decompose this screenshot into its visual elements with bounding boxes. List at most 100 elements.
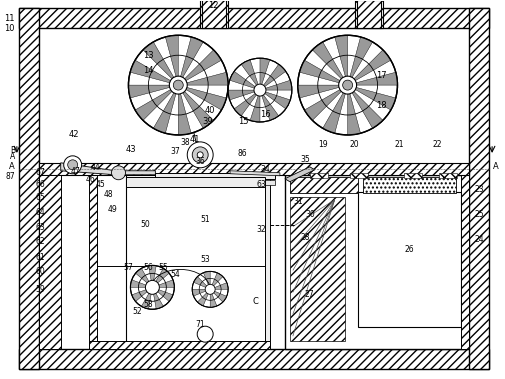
Text: 39: 39 <box>202 117 213 127</box>
Wedge shape <box>153 287 163 309</box>
Text: 55: 55 <box>159 263 168 272</box>
Text: 25: 25 <box>474 210 484 219</box>
Bar <box>88 341 270 349</box>
Circle shape <box>68 160 78 170</box>
Wedge shape <box>193 277 210 289</box>
Text: 18: 18 <box>377 100 387 110</box>
Wedge shape <box>154 85 178 133</box>
Text: 24: 24 <box>474 235 484 244</box>
Wedge shape <box>260 90 279 121</box>
Wedge shape <box>210 283 228 289</box>
Bar <box>290 177 358 193</box>
Text: 48: 48 <box>104 190 113 199</box>
Text: 45: 45 <box>95 180 106 189</box>
Wedge shape <box>197 289 210 306</box>
Circle shape <box>228 58 292 122</box>
Wedge shape <box>260 80 292 90</box>
Bar <box>358 192 461 327</box>
Text: 28: 28 <box>300 233 310 242</box>
Wedge shape <box>178 50 221 85</box>
Text: 65: 65 <box>35 193 45 202</box>
Text: 63: 63 <box>35 223 45 232</box>
Wedge shape <box>178 72 228 85</box>
Circle shape <box>128 35 228 135</box>
Polygon shape <box>61 163 156 175</box>
Bar <box>126 177 265 187</box>
Text: 60: 60 <box>35 267 45 276</box>
Wedge shape <box>148 265 156 287</box>
Bar <box>19 8 489 28</box>
Text: 35: 35 <box>300 155 310 164</box>
Text: 59: 59 <box>35 285 45 294</box>
Bar <box>156 180 275 185</box>
Bar <box>310 173 328 178</box>
Wedge shape <box>153 268 169 287</box>
Text: 38: 38 <box>180 138 190 147</box>
Bar <box>88 175 96 349</box>
Text: 42: 42 <box>68 130 79 139</box>
Polygon shape <box>285 167 315 182</box>
Wedge shape <box>135 85 178 120</box>
Text: 46: 46 <box>86 175 95 184</box>
Wedge shape <box>210 289 227 302</box>
Wedge shape <box>130 280 153 287</box>
Circle shape <box>339 76 357 94</box>
Text: 52: 52 <box>133 307 142 316</box>
Text: 86: 86 <box>237 149 247 158</box>
Wedge shape <box>347 85 383 128</box>
Text: 26: 26 <box>405 245 414 254</box>
Text: 47: 47 <box>71 167 80 176</box>
Bar <box>39 28 469 349</box>
Text: C: C <box>252 297 258 306</box>
Text: 51: 51 <box>200 215 210 224</box>
Circle shape <box>130 265 174 309</box>
Wedge shape <box>178 85 214 128</box>
Circle shape <box>197 326 213 342</box>
Text: 44: 44 <box>91 163 100 172</box>
Circle shape <box>112 166 125 180</box>
Text: 13: 13 <box>143 51 154 60</box>
Bar <box>156 173 275 179</box>
Bar <box>363 177 456 193</box>
Wedge shape <box>132 287 153 301</box>
Wedge shape <box>141 287 153 309</box>
Text: 49: 49 <box>108 205 117 214</box>
Polygon shape <box>226 77 230 98</box>
Bar <box>96 175 265 341</box>
Wedge shape <box>299 60 347 85</box>
Wedge shape <box>347 85 396 110</box>
Text: A: A <box>10 152 15 161</box>
Bar <box>290 197 344 341</box>
Text: 58: 58 <box>143 300 153 309</box>
Text: 57: 57 <box>124 263 133 272</box>
Bar <box>357 0 381 28</box>
Text: 43: 43 <box>125 146 136 154</box>
Wedge shape <box>204 271 210 289</box>
Text: 40: 40 <box>205 105 216 114</box>
Text: 34: 34 <box>260 165 270 174</box>
Bar <box>285 175 467 349</box>
Text: 16: 16 <box>260 111 270 119</box>
Wedge shape <box>347 50 391 85</box>
Text: 66: 66 <box>35 180 45 189</box>
Text: 22: 22 <box>433 140 442 149</box>
Text: 30: 30 <box>305 210 315 219</box>
Wedge shape <box>178 85 226 110</box>
Text: 53: 53 <box>200 255 210 264</box>
Text: 37: 37 <box>170 147 180 157</box>
Wedge shape <box>153 280 174 287</box>
Wedge shape <box>165 35 178 85</box>
Bar <box>461 175 469 349</box>
Circle shape <box>254 84 266 96</box>
Text: 27: 27 <box>305 290 315 299</box>
Wedge shape <box>313 42 347 85</box>
Text: 23: 23 <box>474 185 484 194</box>
Bar <box>203 9 225 27</box>
Wedge shape <box>260 64 286 90</box>
Text: 63: 63 <box>256 180 266 189</box>
Wedge shape <box>347 37 373 85</box>
Text: 21: 21 <box>395 140 404 149</box>
Circle shape <box>173 80 183 90</box>
Text: 36: 36 <box>195 157 205 166</box>
Circle shape <box>187 142 213 168</box>
